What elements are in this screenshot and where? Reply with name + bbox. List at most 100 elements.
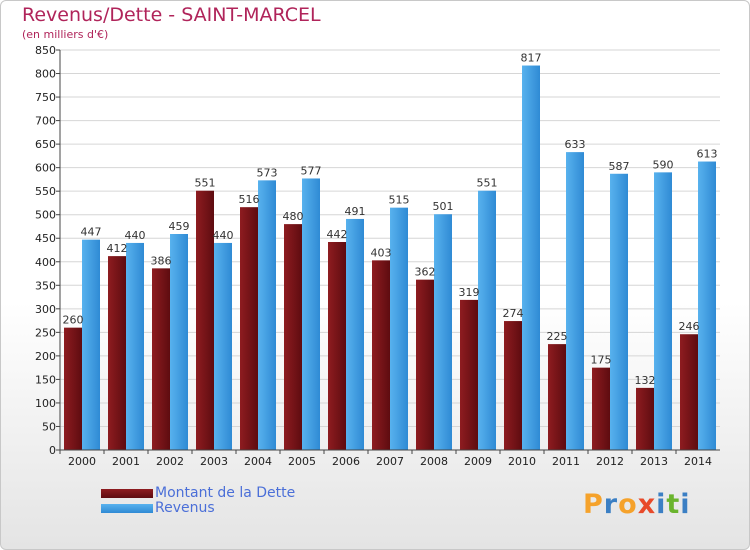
logo-letter: x — [637, 489, 657, 520]
bar-dette — [548, 344, 566, 450]
data-label: 480 — [283, 210, 304, 223]
bar-revenus — [698, 161, 716, 450]
data-label: 440 — [213, 229, 234, 242]
y-tick-label: 0 — [49, 444, 56, 457]
bar-revenus — [478, 190, 496, 451]
y-tick-label: 700 — [35, 115, 56, 128]
data-label: 817 — [521, 52, 542, 65]
x-tick-label: 2003 — [200, 455, 228, 468]
y-tick-label: 100 — [35, 397, 56, 410]
bar-dette — [240, 207, 258, 450]
bar-revenus — [82, 239, 100, 450]
x-tick-label: 2008 — [420, 455, 448, 468]
logo-letter: r — [603, 489, 619, 520]
data-label: 491 — [345, 205, 366, 218]
bar-dette — [460, 299, 478, 450]
y-tick-label: 750 — [35, 91, 56, 104]
x-tick-label: 2009 — [464, 455, 492, 468]
data-label: 447 — [81, 226, 102, 239]
logo-letter: P — [583, 489, 604, 520]
bar-revenus — [214, 242, 232, 450]
y-tick-label: 50 — [42, 420, 56, 433]
data-label: 633 — [565, 138, 586, 151]
bar-dette — [64, 327, 82, 450]
bar-dette — [504, 321, 522, 450]
proxiti-logo: Proxiti — [583, 489, 691, 520]
logo-letter: i — [680, 489, 691, 520]
y-tick-label: 500 — [35, 209, 56, 222]
data-label: 175 — [591, 354, 612, 367]
bar-revenus — [434, 214, 452, 450]
bar-dette — [284, 224, 302, 450]
legend-label-revenus: Revenus — [155, 500, 215, 516]
bar-revenus — [170, 234, 188, 450]
data-label: 132 — [635, 374, 656, 387]
x-tick-label: 2013 — [640, 455, 668, 468]
x-tick-label: 2004 — [244, 455, 272, 468]
x-tick-label: 2000 — [68, 455, 96, 468]
data-label: 442 — [327, 228, 348, 241]
bar-dette — [152, 268, 170, 450]
chart-title: Revenus/Dette - SAINT-MARCEL — [22, 4, 321, 26]
bar-dette — [680, 334, 698, 450]
y-tick-label: 850 — [35, 44, 56, 57]
data-label: 515 — [389, 194, 410, 207]
y-tick-label: 450 — [35, 232, 56, 245]
y-tick-label: 350 — [35, 279, 56, 292]
data-label: 613 — [697, 148, 718, 161]
logo-letter: i — [656, 489, 667, 520]
bar-revenus — [522, 65, 540, 450]
bar-dette — [636, 387, 654, 450]
x-tick-label: 2010 — [508, 455, 536, 468]
data-label: 551 — [195, 177, 216, 190]
y-tick-label: 200 — [35, 350, 56, 363]
data-label: 274 — [503, 307, 524, 320]
data-label: 577 — [301, 164, 322, 177]
bar-revenus — [566, 152, 584, 450]
y-tick-label: 550 — [35, 185, 56, 198]
bar-revenus — [654, 172, 672, 450]
data-label: 551 — [477, 177, 498, 190]
logo-letter: t — [666, 489, 681, 520]
legend-swatch-revenus — [101, 504, 153, 513]
y-tick-label: 150 — [35, 373, 56, 386]
data-label: 459 — [169, 220, 190, 233]
chart-subtitle: (en milliers d'€) — [22, 28, 109, 41]
data-label: 501 — [433, 200, 454, 213]
bar-revenus — [346, 218, 364, 450]
data-label: 587 — [609, 160, 630, 173]
x-tick-label: 2011 — [552, 455, 580, 468]
data-label: 573 — [257, 166, 278, 179]
data-label: 386 — [151, 254, 172, 267]
bar-dette — [592, 367, 610, 450]
data-label: 590 — [653, 158, 674, 171]
bar-revenus — [126, 242, 144, 450]
data-label: 440 — [125, 229, 146, 242]
y-tick-label: 250 — [35, 326, 56, 339]
x-tick-label: 2002 — [156, 455, 184, 468]
bar-revenus — [390, 207, 408, 450]
logo-letter: o — [618, 489, 638, 520]
legend-label-dette: Montant de la Dette — [155, 485, 296, 501]
bar-revenus — [302, 178, 320, 450]
x-tick-label: 2007 — [376, 455, 404, 468]
data-label: 516 — [239, 193, 260, 206]
bar-dette — [372, 260, 390, 450]
x-tick-label: 2014 — [684, 455, 712, 468]
x-tick-label: 2006 — [332, 455, 360, 468]
y-tick-label: 650 — [35, 138, 56, 151]
y-tick-label: 400 — [35, 256, 56, 269]
data-label: 412 — [107, 242, 128, 255]
legend-swatch-dette — [101, 489, 153, 498]
x-tick-label: 2001 — [112, 455, 140, 468]
x-tick-label: 2012 — [596, 455, 624, 468]
bar-revenus — [610, 173, 628, 450]
y-tick-label: 800 — [35, 68, 56, 81]
data-label: 362 — [415, 266, 436, 279]
data-label: 260 — [63, 314, 84, 327]
data-label: 319 — [459, 286, 480, 299]
y-tick-label: 300 — [35, 303, 56, 316]
bar-dette — [108, 256, 126, 450]
y-tick-label: 600 — [35, 162, 56, 175]
